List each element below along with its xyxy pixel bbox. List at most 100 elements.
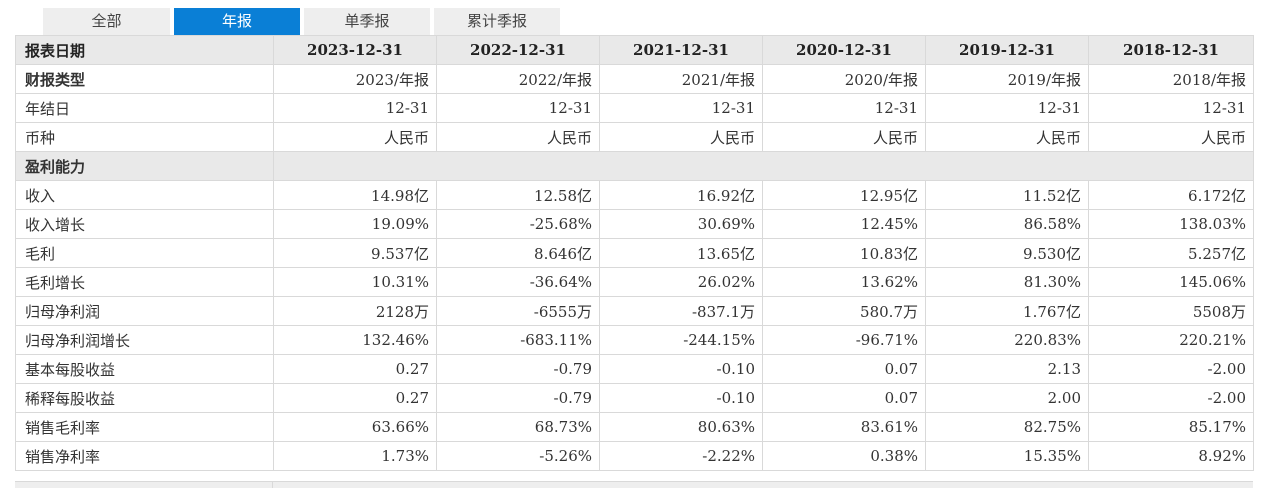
table-cell: 0.07 [762, 354, 926, 384]
table-cell: 2023/年报 [273, 64, 437, 94]
table-cell: 15.35% [925, 441, 1089, 471]
table-cell: -244.15% [599, 325, 763, 355]
table-cell: 220.21% [1088, 325, 1254, 355]
table-cell: -25.68% [436, 209, 600, 239]
table-cell: 8.646亿 [436, 238, 600, 268]
table-cell: 2128万 [273, 296, 437, 326]
row-label: 稀释每股收益 [15, 383, 274, 413]
table-cell: 2.13 [925, 354, 1089, 384]
table-cell: -96.71% [762, 325, 926, 355]
row-label: 毛利增长 [15, 267, 274, 297]
table-cell: 16.92亿 [599, 180, 763, 210]
row-label: 币种 [15, 122, 274, 152]
table-cell: 11.52亿 [925, 180, 1089, 210]
row-label: 收入 [15, 180, 274, 210]
table-row: 销售毛利率 63.66% 68.73% 80.63% 83.61% 82.75% 85.17… [15, 412, 1254, 442]
table-row: 稀释每股收益 0.27 -0.79 -0.10 0.07 2.00 -2.00 [15, 383, 1254, 413]
report-date-label: 报表日期 [15, 35, 274, 65]
section-title: 盈利能力 [15, 151, 274, 181]
row-label: 归母净利润 [15, 296, 274, 326]
table-cell: -5.26% [436, 441, 600, 471]
table-cell: 12-31 [1088, 93, 1254, 123]
table-cell: 86.58% [925, 209, 1089, 239]
table-cell: 12.45% [762, 209, 926, 239]
table-cell: 9.537亿 [273, 238, 437, 268]
row-label: 财报类型 [15, 64, 274, 94]
table-cell: 68.73% [436, 412, 600, 442]
column-header: 2023-12-31 [273, 35, 437, 65]
row-label: 年结日 [15, 93, 274, 123]
table-cell: 12-31 [599, 93, 763, 123]
table-cell: 63.66% [273, 412, 437, 442]
table-bottom-edge [15, 481, 1253, 488]
table-cell: -683.11% [436, 325, 600, 355]
table-row: 收入增长 19.09% -25.68% 30.69% 12.45% 86.58% 138.0… [15, 209, 1254, 239]
table-cell: 2018/年报 [1088, 64, 1254, 94]
table-cell: 2019/年报 [925, 64, 1089, 94]
section-filler [273, 151, 1254, 181]
table-header-row: 报表日期 2023-12-31 2022-12-31 2021-12-31 20… [15, 35, 1254, 65]
table-cell: 12-31 [762, 93, 926, 123]
table-cell: 人民币 [436, 122, 600, 152]
table-cell: 138.03% [1088, 209, 1254, 239]
table-cell: -2.00 [1088, 383, 1254, 413]
column-header: 2021-12-31 [599, 35, 763, 65]
table-cell: -0.79 [436, 354, 600, 384]
table-cell: 人民币 [1088, 122, 1254, 152]
table-cell: 5.257亿 [1088, 238, 1254, 268]
table-cell: 81.30% [925, 267, 1089, 297]
table-row: 毛利 9.537亿 8.646亿 13.65亿 10.83亿 9.530亿 5.257亿 [15, 238, 1254, 268]
table-cell: 0.27 [273, 354, 437, 384]
table-cell: 9.530亿 [925, 238, 1089, 268]
table-cell: 132.46% [273, 325, 437, 355]
table-cell: 1.767亿 [925, 296, 1089, 326]
table-row: 销售净利率 1.73% -5.26% -2.22% 0.38% 15.35% 8.92% [15, 441, 1254, 471]
tab-single-quarter[interactable]: 单季报 [304, 8, 430, 35]
table-cell: -6555万 [436, 296, 600, 326]
table-cell: 2.00 [925, 383, 1089, 413]
table-cell: 12-31 [273, 93, 437, 123]
table-cell: 人民币 [762, 122, 926, 152]
row-label: 销售毛利率 [15, 412, 274, 442]
row-label: 归母净利润增长 [15, 325, 274, 355]
table-row: 财报类型 2023/年报 2022/年报 2021/年报 2020/年报 201… [15, 64, 1254, 94]
table-cell: 10.83亿 [762, 238, 926, 268]
table-row: 归母净利润增长 132.46% -683.11% -244.15% -96.71% 220… [15, 325, 1254, 355]
column-header: 2020-12-31 [762, 35, 926, 65]
table-cell: 0.38% [762, 441, 926, 471]
table-cell: 85.17% [1088, 412, 1254, 442]
report-period-tabs: 全部 年报 单季报 累计季报 [43, 8, 564, 35]
column-header: 2019-12-31 [925, 35, 1089, 65]
tab-annual-report[interactable]: 年报 [174, 8, 300, 35]
table-cell: 1.73% [273, 441, 437, 471]
table-cell: -0.79 [436, 383, 600, 413]
table-cell: -36.64% [436, 267, 600, 297]
table-cell: 220.83% [925, 325, 1089, 355]
table-cell: 80.63% [599, 412, 763, 442]
table-row: 基本每股收益 0.27 -0.79 -0.10 0.07 2.13 -2.00 [15, 354, 1254, 384]
table-row: 毛利增长 10.31% -36.64% 26.02% 13.62% 81.30% 145.0… [15, 267, 1254, 297]
table-cell: 13.62% [762, 267, 926, 297]
table-cell: 10.31% [273, 267, 437, 297]
tab-all[interactable]: 全部 [43, 8, 170, 35]
table-cell: 0.27 [273, 383, 437, 413]
table-cell: -837.1万 [599, 296, 763, 326]
table-row: 年结日 12-31 12-31 12-31 12-31 12-31 12-31 [15, 93, 1254, 123]
table-cell: 12.95亿 [762, 180, 926, 210]
table-cell: 6.172亿 [1088, 180, 1254, 210]
table-cell: 580.7万 [762, 296, 926, 326]
table-row: 收入 14.98亿 12.58亿 16.92亿 12.95亿 11.52亿 6.172亿 [15, 180, 1254, 210]
table-cell: -2.22% [599, 441, 763, 471]
table-cell: 2022/年报 [436, 64, 600, 94]
table-row: 归母净利润 2128万 -6555万 -837.1万 580.7万 1.767亿 5508万 [15, 296, 1254, 326]
table-cell: 2021/年报 [599, 64, 763, 94]
table-cell: 2020/年报 [762, 64, 926, 94]
table-cell: 12-31 [436, 93, 600, 123]
table-row: 币种 人民币 人民币 人民币 人民币 人民币 人民币 [15, 122, 1254, 152]
tab-cumulative-quarter[interactable]: 累计季报 [434, 8, 560, 35]
table-cell: 人民币 [273, 122, 437, 152]
row-label: 收入增长 [15, 209, 274, 239]
table-cell: 13.65亿 [599, 238, 763, 268]
row-label: 毛利 [15, 238, 274, 268]
column-header: 2018-12-31 [1088, 35, 1254, 65]
